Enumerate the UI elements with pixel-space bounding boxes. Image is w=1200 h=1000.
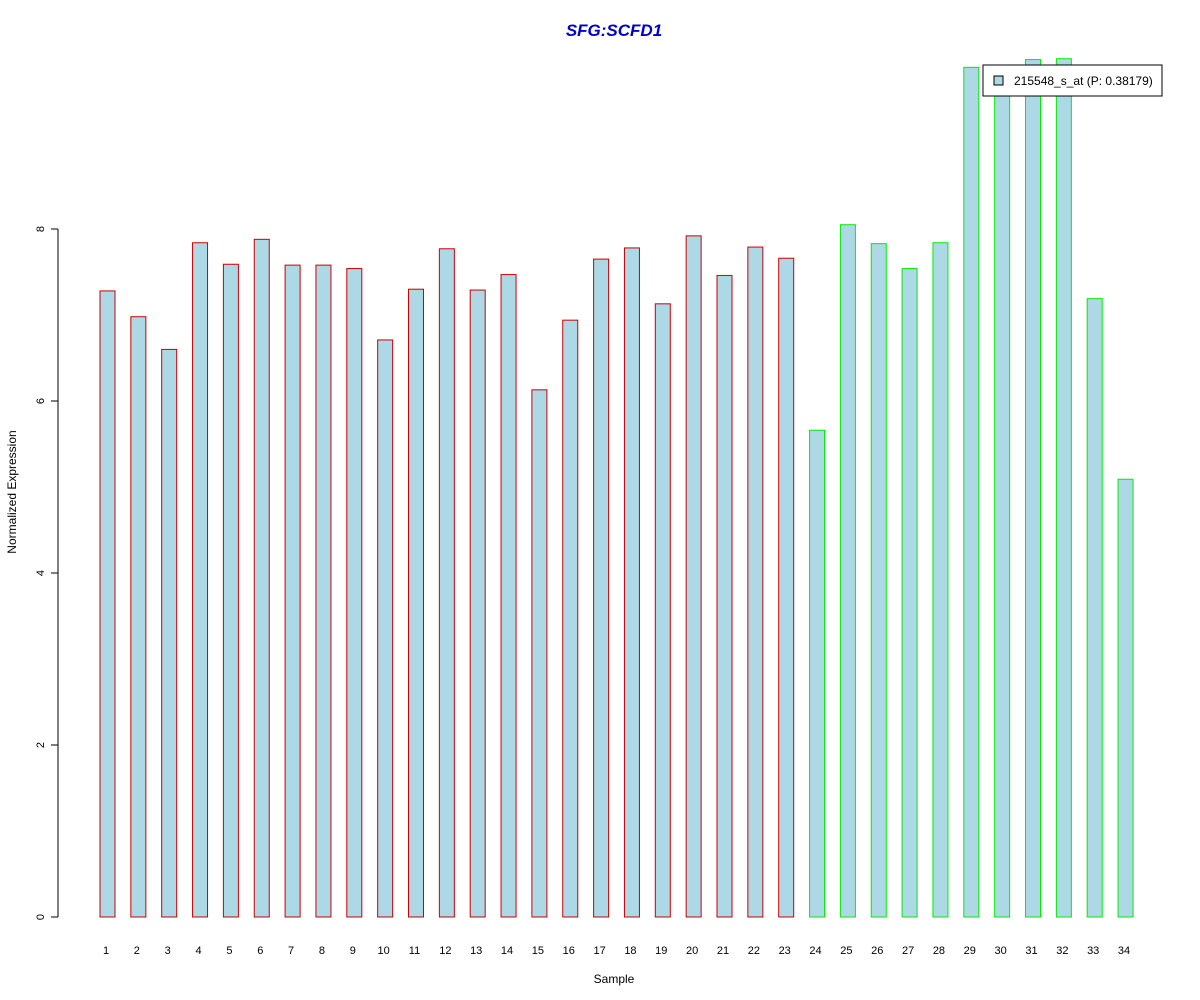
x-tick-label: 15 xyxy=(532,945,544,957)
x-tick-label: 27 xyxy=(902,945,914,957)
bar-sample-8 xyxy=(315,264,332,918)
x-tick-label: 10 xyxy=(378,945,390,957)
bar-sample-3 xyxy=(161,348,178,918)
x-tick-label: 18 xyxy=(624,945,636,957)
y-tick-label: 0 xyxy=(35,914,47,920)
x-tick-label: 24 xyxy=(809,945,821,957)
x-tick-label: 25 xyxy=(840,945,852,957)
bars xyxy=(99,58,1134,918)
x-tick-label: 9 xyxy=(350,945,356,957)
x-tick-label: 2 xyxy=(134,945,140,957)
bar-sample-10 xyxy=(377,339,394,918)
x-tick-label: 12 xyxy=(439,945,451,957)
bar-sample-22 xyxy=(747,246,764,918)
bar-sample-2 xyxy=(130,316,147,918)
bar-sample-30 xyxy=(994,78,1011,918)
bar-sample-15 xyxy=(531,389,548,918)
x-tick-label: 4 xyxy=(195,945,201,957)
bar-sample-19 xyxy=(654,303,671,918)
bar-sample-6 xyxy=(253,238,270,918)
x-tick-label: 13 xyxy=(470,945,482,957)
bar-sample-4 xyxy=(192,242,209,918)
x-tick-label: 23 xyxy=(779,945,791,957)
x-tick-label: 30 xyxy=(995,945,1007,957)
y-tick-label: 6 xyxy=(35,398,47,404)
bar-sample-28 xyxy=(932,242,949,918)
bar-sample-27 xyxy=(901,268,918,918)
x-tick-label: 34 xyxy=(1118,945,1130,957)
bar-sample-9 xyxy=(346,268,363,918)
x-tick-label: 3 xyxy=(165,945,171,957)
y-axis-title: Normalized Expression xyxy=(5,430,19,553)
y-tick-label: 8 xyxy=(35,226,47,232)
bar-sample-17 xyxy=(593,258,610,918)
bar-sample-33 xyxy=(1086,298,1103,918)
x-tick-label: 5 xyxy=(226,945,232,957)
bar-sample-16 xyxy=(562,319,579,918)
bar-sample-5 xyxy=(222,263,239,918)
bar-sample-32 xyxy=(1055,58,1072,918)
bar-sample-26 xyxy=(870,243,887,918)
chart-title: SFG:SCFD1 xyxy=(566,21,662,40)
x-axis-labels: 1 2 3 4 5 6 7 8 9 10 11 12 13 14 15 16 17 18 19 20 21 22 23 24 2… xyxy=(103,945,1130,957)
x-tick-label: 21 xyxy=(717,945,729,957)
bar-sample-29 xyxy=(963,66,980,918)
x-tick-label: 20 xyxy=(686,945,698,957)
x-tick-label: 11 xyxy=(409,945,420,957)
legend-swatch xyxy=(993,75,1004,86)
bar-sample-11 xyxy=(408,288,424,918)
legend-label: 215548_s_at (P: 0.38179) xyxy=(1014,74,1153,88)
x-tick-label: 8 xyxy=(319,945,325,957)
legend: 215548_s_at (P: 0.38179) xyxy=(982,64,1163,97)
x-tick-label: 26 xyxy=(871,945,883,957)
y-axis-ticks: 0 2 4 6 8 xyxy=(35,226,58,920)
bar-sample-20 xyxy=(685,235,702,918)
bar-sample-23 xyxy=(778,257,795,918)
bar-sample-31 xyxy=(1025,59,1041,918)
x-tick-label: 28 xyxy=(933,945,945,957)
bar-sample-13 xyxy=(469,289,486,918)
x-tick-label: 19 xyxy=(655,945,667,957)
bar-sample-34 xyxy=(1117,478,1134,918)
x-tick-label: 17 xyxy=(593,945,605,957)
bar-sample-1 xyxy=(99,290,116,918)
x-tick-label: 32 xyxy=(1056,945,1068,957)
y-tick-label: 2 xyxy=(35,742,47,748)
x-tick-label: 31 xyxy=(1025,945,1037,957)
x-tick-label: 33 xyxy=(1087,945,1099,957)
bar-sample-18 xyxy=(623,247,640,918)
bar-sample-7 xyxy=(284,264,301,918)
x-axis-title: Sample xyxy=(594,972,635,986)
x-tick-label: 14 xyxy=(501,945,513,957)
x-tick-label: 1 xyxy=(103,945,109,957)
legend-box xyxy=(982,64,1163,97)
bar-sample-12 xyxy=(438,248,455,918)
bar-sample-21 xyxy=(716,274,733,918)
x-tick-label: 16 xyxy=(563,945,575,957)
bar-sample-14 xyxy=(500,274,517,918)
x-tick-label: 7 xyxy=(288,945,294,957)
y-tick-label: 4 xyxy=(35,570,47,576)
bar-sample-24 xyxy=(809,429,826,918)
bar-sample-25 xyxy=(839,224,856,918)
x-tick-label: 29 xyxy=(964,945,976,957)
x-tick-label: 22 xyxy=(748,945,760,957)
x-tick-label: 6 xyxy=(257,945,263,957)
